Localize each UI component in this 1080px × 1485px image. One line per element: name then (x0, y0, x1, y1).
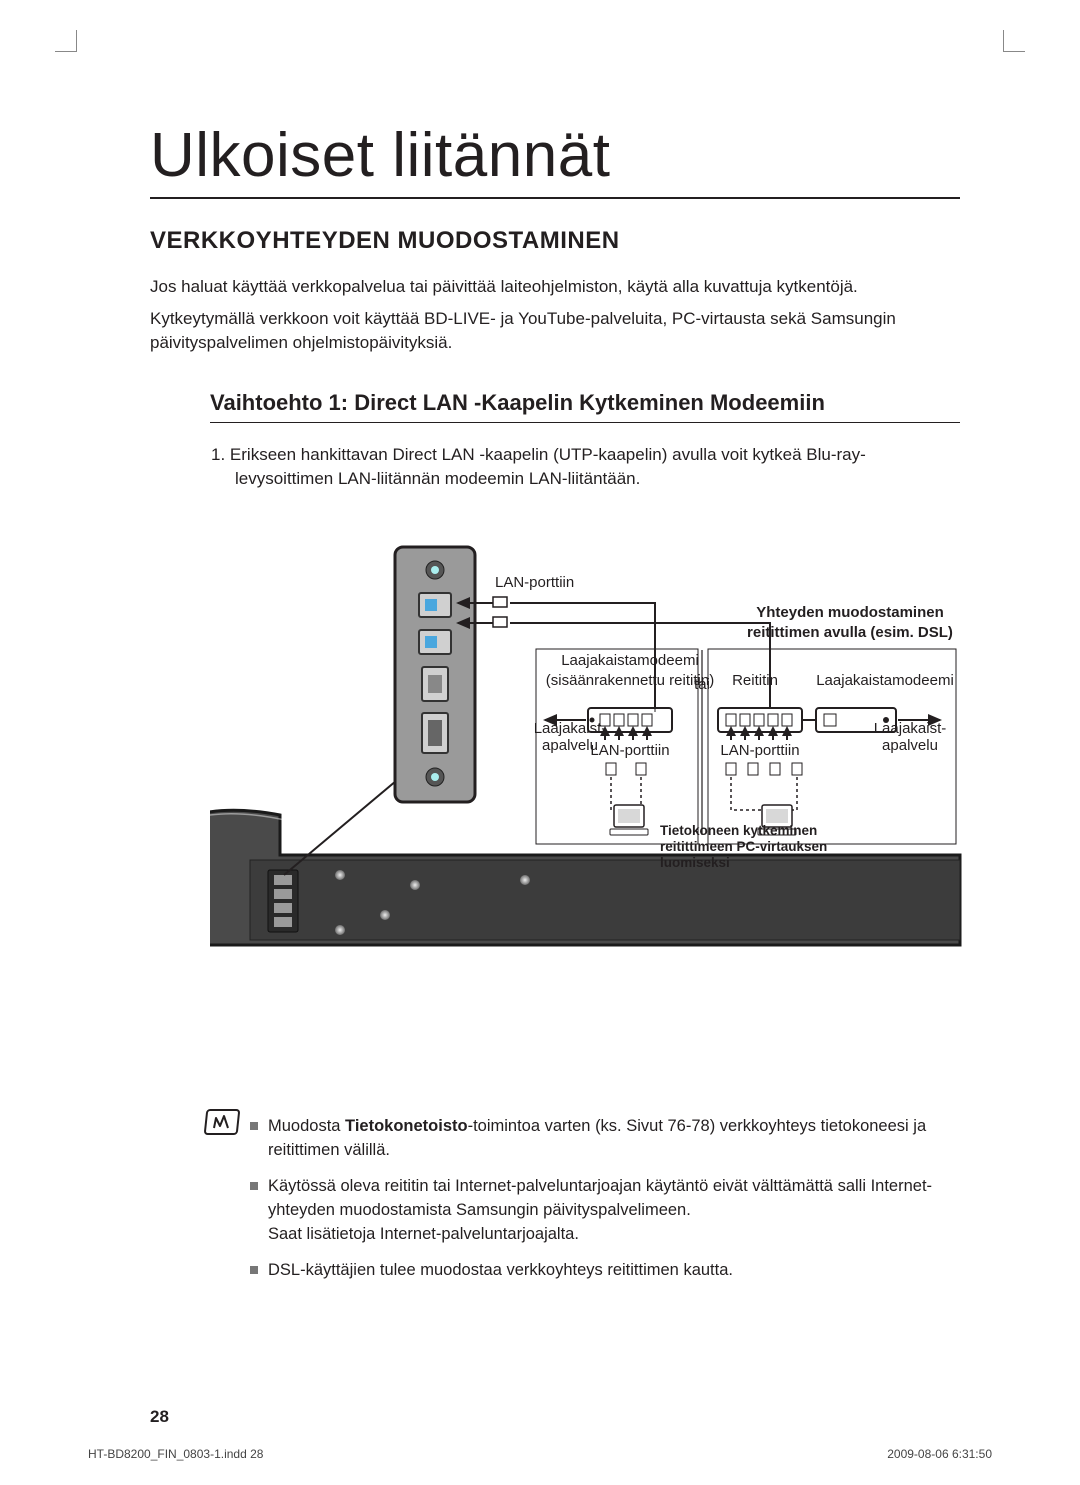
router-device-right (718, 708, 802, 732)
soundbar-illustration (210, 810, 960, 945)
note-icon (204, 1109, 241, 1135)
connection-diagram: LAN-porttiin Yhteyden muodostaminen reit… (210, 515, 960, 1015)
note-3: DSL-käyttäjien tulee muodostaa verkkoyht… (250, 1259, 960, 1283)
note-2-text: Käytössä oleva reititin tai Internet-pal… (268, 1177, 932, 1219)
step-text: Erikseen hankittavan Direct LAN -kaapeli… (230, 445, 866, 488)
intro-block: Jos haluat käyttää verkkopalvelua tai pä… (150, 275, 960, 354)
note-1: Muodosta Tietokonetoisto-toimintoa varte… (250, 1115, 960, 1163)
page-number: 28 (150, 1407, 169, 1427)
page-content: Ulkoiset liitännät VERKKOYHTEYDEN MUODOS… (0, 0, 1080, 1345)
pc-note-1: Tietokoneen kytkeminen (660, 823, 817, 838)
label-bb-service-l1b: Laajakaist- (874, 720, 947, 737)
label-router: Reititin (732, 672, 778, 689)
label-bb-service-l1a: Laajakaist- (534, 720, 607, 737)
pc-icon-left (610, 805, 648, 835)
intro-p1: Jos haluat käyttää verkkopalvelua tai pä… (150, 275, 960, 299)
footer-left: HT-BD8200_FIN_0803-1.indd 28 (88, 1447, 263, 1461)
label-bb-modem: Laajakaistamodeemi (816, 672, 954, 689)
label-lan-port: LAN-porttiin (495, 574, 574, 591)
step-1: 1. Erikseen hankittavan Direct LAN -kaap… (235, 443, 960, 491)
footer-right: 2009-08-06 6:31:50 (887, 1447, 992, 1461)
note-1-bold: Tietokonetoisto (345, 1117, 468, 1135)
notes-block: Muodosta Tietokonetoisto-toimintoa varte… (250, 1115, 960, 1283)
pc-note-3: luomiseksi (660, 855, 730, 870)
note-1-pre: Muodosta (268, 1117, 345, 1135)
chapter-title: Ulkoiset liitännät (150, 120, 960, 199)
section-heading: VERKKOYHTEYDEN MUODOSTAMINEN (150, 227, 960, 255)
label-bb-modem-built-2: (sisäänrakennettu reititin) (546, 672, 714, 689)
note-2: Käytössä oleva reititin tai Internet-pal… (250, 1175, 960, 1247)
label-lan-port-2: LAN-porttiin (590, 742, 669, 759)
label-router-connect-1: Yhteyden muodostaminen (756, 604, 944, 621)
rear-panel-callout (284, 547, 475, 875)
label-lan-port-3: LAN-porttiin (720, 742, 799, 759)
pc-note-2: reitittimeen PC-virtauksen (660, 839, 827, 854)
label-bb-modem-built-1: Laajakaistamodeemi (561, 652, 699, 669)
step-number: 1. (211, 445, 225, 464)
option1-heading: Vaihtoehto 1: Direct LAN -Kaapelin Kytke… (210, 390, 960, 423)
note-2-text-b: Saat lisätietoja Internet-palveluntarjoa… (268, 1225, 579, 1243)
intro-p2: Kytkeytymällä verkkoon voit käyttää BD-L… (150, 307, 960, 355)
label-bb-service-l2b: apalvelu (882, 737, 938, 754)
label-router-connect-2: reitittimen avulla (esim. DSL) (747, 624, 953, 641)
